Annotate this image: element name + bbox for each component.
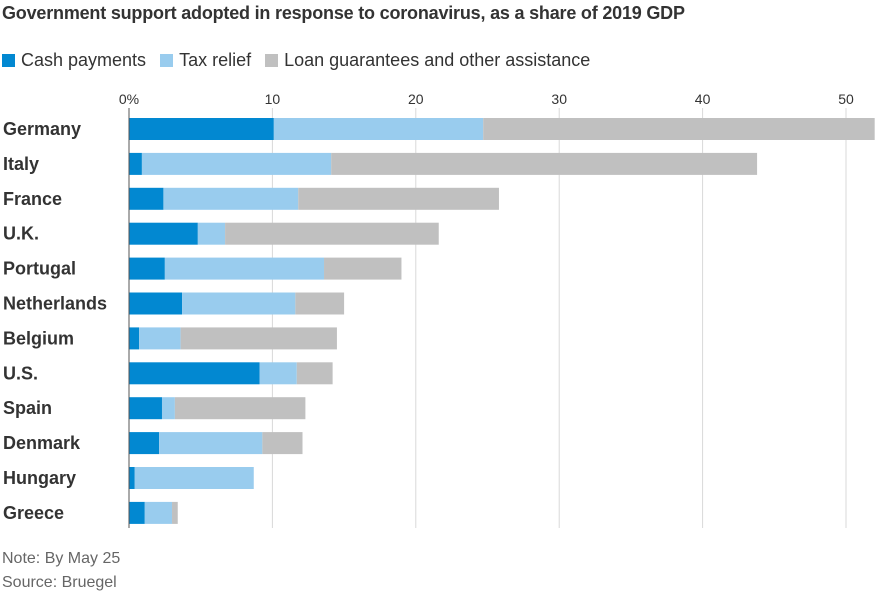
x-tick-label: 20 xyxy=(408,91,424,107)
chart-title: Government support adopted in response t… xyxy=(2,3,685,23)
legend-swatch-loan xyxy=(265,54,279,67)
x-tick-label: 50 xyxy=(838,91,854,107)
bar-segment-cash xyxy=(129,501,145,524)
bar-segment-tax xyxy=(134,467,254,489)
category-label: Denmark xyxy=(3,433,81,453)
bar-segment-cash xyxy=(129,222,198,245)
x-tick-label: 30 xyxy=(551,91,567,107)
bar-segment-loan xyxy=(262,432,303,455)
legend-label-cash: Cash payments xyxy=(21,50,147,70)
legend-item-cash: Cash payments xyxy=(2,50,146,71)
x-tick-label: 40 xyxy=(695,91,711,107)
bar-segment-loan xyxy=(295,292,345,315)
chart-note: Note: By May 25 xyxy=(2,550,121,567)
bar-segment-cash xyxy=(129,467,135,489)
legend-item-loan: Loan guarantees and other assistance xyxy=(265,50,590,71)
legend-label-loan: Loan guarantees and other assistance xyxy=(284,50,591,70)
legend-item-tax: Tax relief xyxy=(160,50,251,71)
bar-segment-cash xyxy=(129,187,164,210)
category-label: France xyxy=(3,189,62,209)
bar-segment-tax xyxy=(273,118,484,140)
category-label: Hungary xyxy=(3,468,76,488)
category-label: Netherlands xyxy=(3,294,107,314)
gridlines xyxy=(271,108,847,528)
bar-segment-loan xyxy=(225,222,439,245)
category-label: Greece xyxy=(3,503,64,523)
bar-segment-loan xyxy=(296,362,333,385)
bar-segment-cash xyxy=(129,152,142,175)
bar-segment-cash xyxy=(129,327,140,350)
legend: Cash payments Tax relief Loan guarantees… xyxy=(2,50,604,71)
category-label: Italy xyxy=(3,154,39,174)
bar-segment-loan xyxy=(331,152,758,175)
category-label: U.K. xyxy=(3,224,39,244)
bar-segment-tax xyxy=(259,362,297,385)
bar-segment-cash xyxy=(129,118,274,140)
chart-source: Source: Bruegel xyxy=(2,574,117,591)
bar-segment-cash xyxy=(129,397,162,420)
x-tick-label: 0% xyxy=(119,91,139,107)
legend-label-tax: Tax relief xyxy=(179,50,252,70)
bar-segment-cash xyxy=(129,362,260,385)
bar-segment-loan xyxy=(324,257,402,280)
bar-segment-cash xyxy=(129,257,165,280)
bar-segment-tax xyxy=(144,501,173,524)
bar-segment-cash xyxy=(129,292,183,315)
category-label: Germany xyxy=(3,119,81,139)
bar-segment-loan xyxy=(298,187,499,210)
category-labels: Germany Italy France U.K. Portugal Netherland… xyxy=(3,119,107,523)
bar-segment-tax xyxy=(159,432,263,455)
category-label: Portugal xyxy=(3,259,76,279)
legend-swatch-tax xyxy=(160,54,174,67)
bar-segment-loan xyxy=(174,397,306,420)
category-label: U.S. xyxy=(3,363,38,383)
legend-swatch-cash xyxy=(2,54,15,67)
bar-segment-loan xyxy=(483,118,875,140)
bar-segment-tax xyxy=(163,187,299,210)
bar-segment-tax xyxy=(161,397,175,420)
bar-segment-loan xyxy=(180,327,337,350)
category-label: Spain xyxy=(3,398,52,418)
category-label: Belgium xyxy=(3,328,74,348)
bar-segment-loan xyxy=(172,501,178,524)
bars xyxy=(129,118,875,524)
bar-segment-tax xyxy=(197,222,226,245)
bar-segment-cash xyxy=(129,432,160,455)
bar-segment-tax xyxy=(141,152,332,175)
bar-segment-tax xyxy=(182,292,296,315)
bar-segment-tax xyxy=(164,257,325,280)
tick-labels: 0% 10 20 30 40 50 xyxy=(119,91,854,107)
x-tick-label: 10 xyxy=(265,91,281,107)
bar-segment-tax xyxy=(139,327,181,350)
